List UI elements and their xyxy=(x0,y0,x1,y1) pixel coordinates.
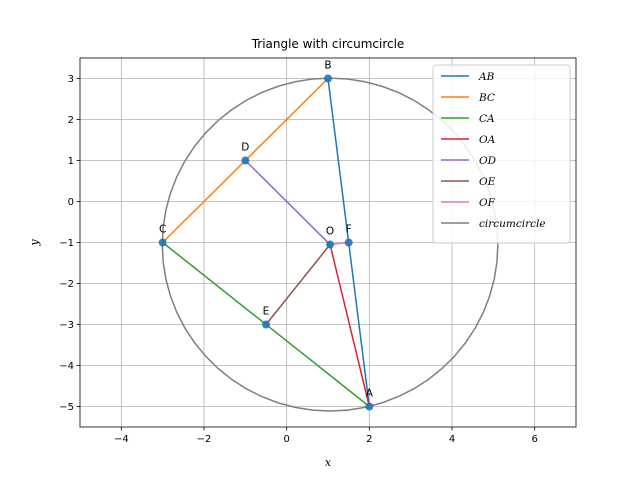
y-tick-label: −5 xyxy=(59,402,74,413)
point-A xyxy=(365,402,374,411)
x-tick-label: 0 xyxy=(283,434,289,445)
point-label-E: E xyxy=(263,306,270,318)
point-label-D: D xyxy=(241,142,249,154)
legend: AB BC CA OA OD OE OF circumcircle xyxy=(432,64,571,244)
y-tick-label: −1 xyxy=(59,238,74,249)
y-tick-label: 0 xyxy=(68,197,74,208)
point-D xyxy=(241,156,250,165)
points xyxy=(158,74,374,411)
point-label-F: F xyxy=(346,224,352,236)
legend-box xyxy=(432,64,571,244)
y-tick-label: −4 xyxy=(59,361,74,372)
legend-label-CA: CA xyxy=(479,113,495,125)
legend-label-BC: BC xyxy=(478,92,495,104)
y-tick-label: 3 xyxy=(68,74,74,85)
point-E xyxy=(262,320,270,329)
x-tick-label: −2 xyxy=(197,434,212,445)
series-line-OD xyxy=(244,159,331,246)
legend-label-OF: OF xyxy=(479,197,496,209)
y-tick-label: −2 xyxy=(59,279,74,290)
legend-label-AB: AB xyxy=(478,71,495,83)
x-tick-label: 2 xyxy=(366,434,372,445)
legend-label-OA: OA xyxy=(479,134,496,146)
series-line-OE xyxy=(265,244,331,325)
point-label-B: B xyxy=(324,60,331,72)
point-labels: A B C D E FO xyxy=(159,60,374,400)
y-tick-label: −3 xyxy=(59,320,74,331)
y-axis-label: y xyxy=(28,239,41,247)
legend-label-OE: OE xyxy=(479,176,496,188)
point-C xyxy=(158,238,167,247)
axis-ticks: −4 −2 0 2 4 6 −5 −4 −3 −2 −1 0 1 2 3 xyxy=(59,74,538,445)
legend-label-OD: OD xyxy=(479,155,497,167)
legend-label-circumcircle: circumcircle xyxy=(479,218,546,230)
x-tick-label: 6 xyxy=(531,434,537,445)
y-tick-label: 1 xyxy=(68,156,74,167)
point-label-O: O xyxy=(326,226,334,238)
x-axis-label: x xyxy=(325,456,332,469)
point-B xyxy=(324,74,332,83)
point-label-A: A xyxy=(366,388,374,400)
chart-title: Triangle with circumcircle xyxy=(251,37,405,51)
x-tick-label: 4 xyxy=(449,434,455,445)
x-tick-label: −4 xyxy=(114,434,129,445)
series-line-OA xyxy=(329,244,371,407)
y-tick-label: 2 xyxy=(68,115,74,126)
point-label-C: C xyxy=(159,224,166,236)
point-O xyxy=(326,240,335,249)
point-F xyxy=(344,238,353,247)
